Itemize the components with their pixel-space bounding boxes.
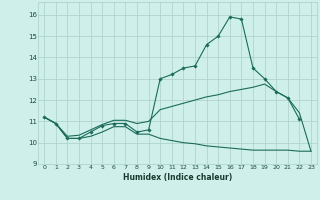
X-axis label: Humidex (Indice chaleur): Humidex (Indice chaleur) xyxy=(123,173,232,182)
